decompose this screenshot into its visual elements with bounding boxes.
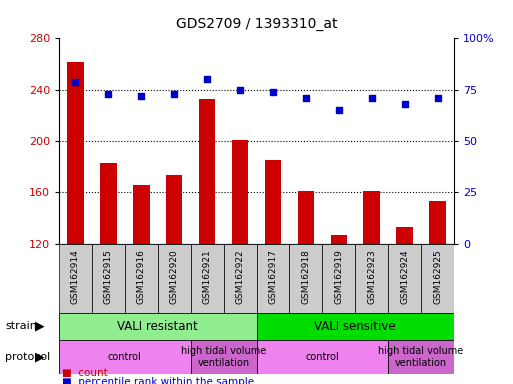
Point [71, 78, 80, 84]
Text: GSM162924: GSM162924 [400, 249, 409, 304]
Bar [388, 244, 421, 313]
Point [104, 91, 112, 97]
Bar [100, 163, 116, 244]
Bar [191, 340, 256, 374]
Text: GSM162915: GSM162915 [104, 249, 113, 304]
Bar [158, 244, 191, 313]
Bar [322, 244, 355, 313]
Bar [429, 202, 446, 244]
Bar [397, 227, 413, 244]
Point [334, 107, 343, 113]
Bar [421, 244, 454, 313]
Bar [256, 340, 388, 374]
Bar [364, 191, 380, 244]
Text: high tidal volume
ventilation: high tidal volume ventilation [379, 346, 464, 368]
Text: GSM162919: GSM162919 [334, 249, 343, 304]
Text: strain: strain [5, 321, 37, 331]
Bar [191, 244, 224, 313]
Bar [256, 244, 289, 313]
Point [368, 95, 376, 101]
Text: ▶: ▶ [35, 320, 45, 333]
Text: GDS2709 / 1393310_at: GDS2709 / 1393310_at [176, 17, 337, 31]
Text: ■  count: ■ count [62, 368, 107, 378]
Bar [125, 244, 158, 313]
Bar [224, 244, 256, 313]
Text: GSM162918: GSM162918 [301, 249, 310, 304]
Text: GSM162916: GSM162916 [137, 249, 146, 304]
Text: GSM162921: GSM162921 [203, 249, 212, 304]
Point [433, 95, 442, 101]
Point [170, 91, 179, 97]
Text: GSM162920: GSM162920 [170, 249, 179, 304]
Bar [232, 140, 248, 244]
Text: protocol: protocol [5, 352, 50, 362]
Text: high tidal volume
ventilation: high tidal volume ventilation [181, 346, 266, 368]
Bar [59, 340, 191, 374]
Text: VALI resistant: VALI resistant [117, 320, 198, 333]
Bar [59, 244, 92, 313]
Text: GSM162914: GSM162914 [71, 249, 80, 304]
Point [236, 87, 244, 93]
Text: control: control [108, 352, 142, 362]
Text: control: control [305, 352, 339, 362]
Text: GSM162923: GSM162923 [367, 249, 376, 304]
Text: GSM162917: GSM162917 [268, 249, 278, 304]
Bar [59, 313, 256, 340]
Bar [67, 61, 84, 244]
Point [269, 89, 277, 95]
Bar [298, 191, 314, 244]
Point [302, 95, 310, 101]
Bar [166, 174, 183, 244]
Bar [92, 244, 125, 313]
Bar [199, 99, 215, 244]
Text: ■  percentile rank within the sample: ■ percentile rank within the sample [62, 377, 254, 384]
Text: GSM162925: GSM162925 [433, 249, 442, 304]
Text: VALI sensitive: VALI sensitive [314, 320, 396, 333]
Text: ▶: ▶ [35, 351, 45, 364]
Bar [330, 235, 347, 244]
Bar [388, 340, 454, 374]
Point [401, 101, 409, 107]
Bar [256, 313, 454, 340]
Bar [133, 185, 149, 244]
Text: GSM162922: GSM162922 [235, 249, 245, 304]
Bar [265, 161, 281, 244]
Bar [289, 244, 322, 313]
Bar [355, 244, 388, 313]
Point [203, 76, 211, 83]
Point [137, 93, 145, 99]
